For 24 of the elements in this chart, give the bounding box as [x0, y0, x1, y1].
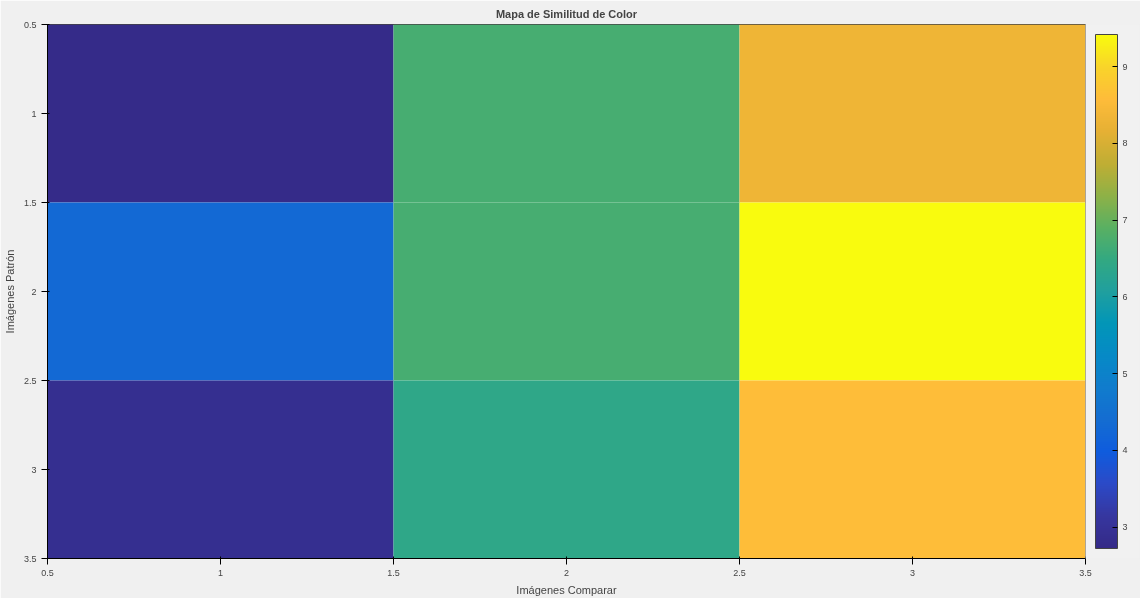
color-bar-label: 4 — [1122, 445, 1128, 456]
chart-title: Mapa de Similitud de Color — [495, 7, 638, 20]
color-bar-label: 7 — [1122, 215, 1128, 226]
y-tick-label: 2 — [31, 286, 37, 297]
x-tick-label: 2 — [564, 567, 570, 578]
color-bar-label: 9 — [1122, 61, 1128, 72]
color-bar-label: 6 — [1122, 291, 1128, 302]
y-axis-title: Imágenes Patrón — [3, 249, 16, 334]
color-bar-label: 3 — [1122, 522, 1128, 533]
x-tick-label: 2.5 — [733, 567, 746, 578]
y-tick-label: 3 — [31, 464, 37, 475]
color-bar-label: 5 — [1122, 368, 1128, 379]
x-axis-title: Imágenes Comparar — [516, 583, 617, 596]
x-tick-label: 3.5 — [1079, 567, 1092, 578]
x-tick-label: 1 — [218, 567, 224, 578]
y-tick-label: 0.5 — [23, 19, 37, 30]
color-bar-label: 8 — [1122, 138, 1128, 149]
y-tick-label: 3.5 — [23, 553, 37, 564]
x-tick-label: 0.5 — [41, 567, 54, 578]
y-tick-label: 1 — [31, 108, 37, 119]
y-tick-label: 2.5 — [23, 375, 37, 386]
x-tick-label: 3 — [910, 567, 916, 578]
y-tick-label: 1.5 — [23, 197, 37, 208]
x-tick-label: 1.5 — [387, 567, 400, 578]
